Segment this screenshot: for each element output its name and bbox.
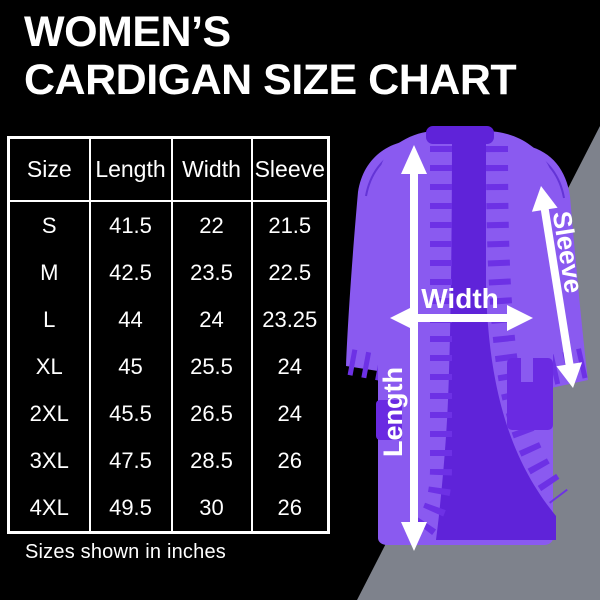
- cell-sleeve: 22.5: [268, 259, 312, 285]
- cell-length: 45.5: [89, 390, 173, 437]
- cell-sleeve: 24: [277, 353, 302, 379]
- length-label: Length: [378, 367, 408, 457]
- cell-length: 45: [89, 343, 173, 390]
- cardigan-illustration: Width Length Sleeve: [346, 126, 592, 551]
- cell-width: 30: [171, 484, 253, 533]
- left-cuff-ribbing: [347, 349, 385, 381]
- right-pocket-notch: [521, 358, 533, 382]
- cell-width: 26.5: [171, 390, 253, 437]
- cell-sleeve: 26: [277, 447, 302, 473]
- cell-length: 44: [89, 296, 173, 343]
- cell-size: 2XL: [8, 390, 91, 437]
- table-row: 4XL 49.5 30 26: [8, 484, 329, 533]
- cell-sleeve: 24: [277, 400, 302, 426]
- cell-width: 25.5: [171, 343, 253, 390]
- sleeve-arrow: [531, 186, 583, 388]
- table-row: L 44 24 23.25: [8, 296, 329, 343]
- col-header-sleeve: Sleeve: [251, 137, 329, 202]
- cell-sleeve: 23.25: [262, 306, 318, 332]
- page-title-line2: CARDIGAN SIZE CHART: [24, 56, 517, 104]
- cell-width: 23.5: [171, 249, 253, 296]
- left-pocket: [376, 400, 402, 440]
- cardigan-front-opening: [436, 131, 556, 540]
- table-row: S 41.5 22 21.5: [8, 201, 329, 249]
- size-chart-table: Size Length Width Sleeve S 41.5 22 21.5 …: [7, 136, 330, 534]
- width-label: Width: [421, 283, 499, 314]
- table-row: 2XL 45.5 26.5 24: [8, 390, 329, 437]
- left-placket-ribbing: [413, 146, 452, 537]
- table-row: XL 45 25.5 24: [8, 343, 329, 390]
- col-header-size: Size: [8, 137, 91, 202]
- units-footnote: Sizes shown in inches: [25, 541, 226, 563]
- col-header-length: Length: [89, 137, 173, 202]
- cell-size: S: [8, 201, 91, 249]
- page-title: WOMEN’S CARDIGAN SIZE CHART: [24, 8, 517, 104]
- cell-size: 3XL: [8, 437, 91, 484]
- cell-width: 28.5: [171, 437, 253, 484]
- col-header-width: Width: [171, 137, 253, 202]
- page-title-line1: WOMEN’S: [24, 8, 231, 56]
- right-pocket: [507, 358, 553, 430]
- cell-length: 47.5: [89, 437, 173, 484]
- cardigan-collar: [426, 126, 494, 144]
- cell-size: M: [8, 249, 91, 296]
- cell-sleeve: 26: [277, 494, 302, 520]
- cell-length: 42.5: [89, 249, 173, 296]
- cell-width: 24: [171, 296, 253, 343]
- width-arrow: [390, 305, 533, 331]
- table-row: 3XL 47.5 28.5 26: [8, 437, 329, 484]
- cell-length: 49.5: [89, 484, 173, 533]
- cell-sleeve: 21.5: [268, 212, 312, 238]
- cell-size: XL: [8, 343, 91, 390]
- length-arrow: [401, 145, 427, 551]
- cell-size: 4XL: [8, 484, 91, 533]
- table-header-row: Size Length Width Sleeve: [8, 137, 329, 202]
- cell-width: 22: [171, 201, 253, 249]
- cell-size: L: [8, 296, 91, 343]
- table-row: M 42.5 23.5 22.5: [8, 249, 329, 296]
- cell-length: 41.5: [89, 201, 173, 249]
